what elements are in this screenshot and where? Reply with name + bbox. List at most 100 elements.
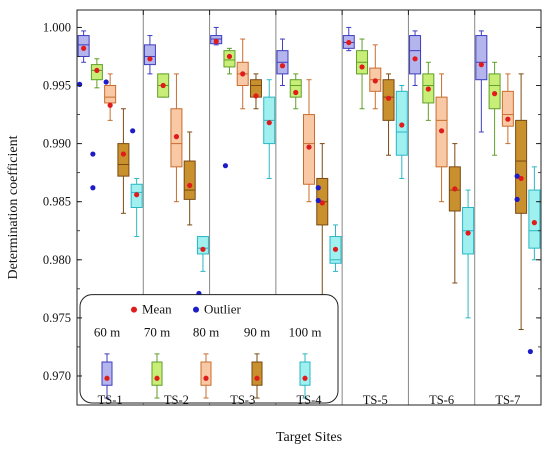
- box-iqr: [501, 90, 514, 127]
- legend-sample-box: [251, 353, 263, 399]
- mean-point: [412, 56, 418, 62]
- legend-sample-box: [299, 353, 311, 399]
- outlier-point: [514, 196, 520, 202]
- legend-series-label: 60 m: [94, 324, 120, 339]
- mean-point: [94, 67, 100, 74]
- outlier-point: [130, 128, 136, 134]
- box-ts-2: [143, 35, 156, 75]
- box-ts-7: [527, 166, 541, 355]
- box-ts-7: [488, 61, 501, 156]
- legend-mean-point: [254, 375, 260, 381]
- mean-point: [173, 134, 180, 140]
- legend-iqr: [151, 361, 163, 386]
- mean-point: [226, 53, 233, 60]
- box-ts-3: [249, 73, 262, 110]
- legend-box: [79, 294, 339, 404]
- box-ts-1: [77, 30, 90, 87]
- box-iqr: [515, 119, 528, 214]
- box-ts-3: [263, 79, 276, 179]
- box-iqr: [196, 236, 209, 255]
- mean-point: [505, 116, 511, 122]
- site-label-ts-4: TS-4: [297, 393, 323, 407]
- box-ts-3: [222, 47, 236, 169]
- mean-point: [120, 151, 126, 157]
- legend-outlier-label: Outlier: [204, 302, 241, 317]
- mean-point: [359, 64, 365, 70]
- box-ts-4: [276, 38, 289, 87]
- site-label-ts-7: TS-7: [495, 393, 520, 407]
- legend-mean-point: [302, 375, 308, 381]
- legend-mean-point: [104, 375, 110, 381]
- mean-point: [107, 102, 113, 108]
- mean-point: [385, 95, 392, 101]
- box-iqr: [104, 85, 117, 104]
- outlier-point: [222, 163, 229, 169]
- y-tick-label: 0.995: [43, 79, 71, 93]
- mean-point: [518, 175, 524, 182]
- box-iqr: [143, 44, 156, 66]
- box-iqr: [289, 79, 302, 98]
- y-tick-label: 0.970: [43, 369, 71, 383]
- y-tick-label: 0.980: [43, 253, 71, 267]
- mean-point: [213, 38, 219, 44]
- legend-series-label: 100 m: [289, 324, 322, 339]
- site-label-ts-2: TS-2: [164, 393, 189, 407]
- box-iqr: [183, 160, 196, 200]
- box-ts-2: [157, 73, 170, 98]
- axes: 0.970 0.975 0.980 0.985 0.990 0.995 1.000 TS-1 T…: [43, 10, 541, 407]
- box-ts-7: [475, 30, 488, 133]
- box-ts-3: [210, 26, 223, 46]
- mean-point: [253, 93, 259, 99]
- mean-point: [134, 192, 140, 198]
- series-100-m: [130, 79, 541, 355]
- outlier-point: [514, 173, 520, 179]
- outlier-point: [77, 81, 83, 87]
- outlier-point: [90, 185, 96, 191]
- outlier-point: [90, 151, 96, 157]
- mean-point: [306, 144, 312, 150]
- box-ts-5: [395, 85, 408, 179]
- mean-point: [452, 186, 458, 192]
- y-tick-label: 0.990: [43, 137, 71, 151]
- series-90-m: [117, 73, 528, 330]
- box-ts-3: [236, 38, 249, 110]
- legend-sample-box: [151, 353, 163, 399]
- box-ts-1: [103, 73, 117, 121]
- outlier-point: [315, 197, 321, 204]
- mean-point: [425, 86, 431, 92]
- mean-point: [492, 91, 498, 97]
- box-ts-2: [196, 236, 209, 297]
- box-ts-6: [462, 189, 475, 319]
- mean-point: [319, 200, 325, 206]
- mean-point: [438, 128, 445, 134]
- box-ts-5: [369, 44, 382, 110]
- series-80-m: [103, 38, 514, 203]
- site-label-ts-6: TS-6: [429, 393, 454, 407]
- box-iqr: [409, 35, 422, 75]
- box-ts-2: [170, 73, 183, 203]
- legend-mean-marker: [131, 306, 137, 313]
- mean-point: [332, 246, 339, 252]
- mean-point: [240, 71, 246, 77]
- legend-iqr: [200, 361, 212, 386]
- series-60-m: [77, 26, 488, 133]
- legend-series-label: 80 m: [193, 324, 219, 339]
- legend: Mean Outlier 60 m 70 m 80 m 90 m 100 m: [79, 294, 339, 404]
- y-tick-label: 0.975: [43, 311, 71, 325]
- legend-iqr: [299, 361, 311, 386]
- mean-point: [372, 78, 378, 84]
- legend-iqr: [101, 361, 113, 386]
- box-ts-4: [303, 79, 315, 203]
- legend-series-label: 70 m: [144, 324, 170, 339]
- mean-point: [399, 122, 405, 128]
- box-ts-4: [289, 73, 302, 110]
- y-tick-label: 1.000: [43, 20, 71, 34]
- legend-sample-box: [200, 353, 212, 399]
- box-ts-5: [382, 73, 395, 156]
- legend-mean-point: [203, 375, 209, 381]
- y-axis-title: Determination coefficient: [6, 135, 21, 279]
- legend-mean-point: [154, 375, 160, 381]
- box-iqr: [475, 35, 488, 81]
- outlier-point: [315, 185, 321, 191]
